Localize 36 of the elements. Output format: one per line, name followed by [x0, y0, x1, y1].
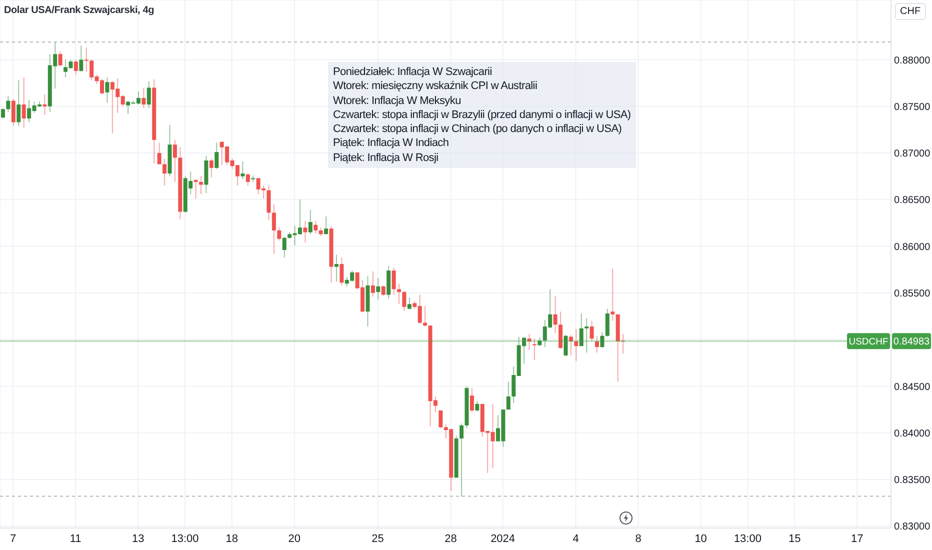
x-tick-label: 10 — [694, 532, 707, 545]
x-tick-label: 18 — [226, 532, 238, 545]
y-tick-label: 0.83000 — [894, 522, 931, 533]
y-tick-label: 0.83500 — [894, 475, 931, 486]
y-tick-label: 0.87000 — [894, 148, 931, 160]
y-tick-label: 0.87500 — [894, 102, 931, 113]
y-tick-label: 0.84500 — [894, 382, 931, 393]
y-tick-label: 0.88000 — [894, 55, 931, 66]
text: Dolar USA/Frank Szwajcarski, 4g — [4, 5, 154, 16]
x-tick-label: 17 — [851, 532, 864, 545]
annotation: Poniedziałek: Inflacja W Szwajcarii — [333, 65, 493, 80]
x-tick-label: 4 — [572, 532, 579, 545]
y-tick-label: 0.86000 — [894, 242, 931, 253]
x-tick-label: 25 — [372, 532, 384, 545]
annotation: Czwartek: stopa inflacji w Brazylii (przed danymi o inflacji w USA) — [333, 108, 631, 122]
y-tick-label: 0.84000 — [894, 428, 931, 440]
x-tick-label: 15 — [788, 532, 801, 545]
x-tick-label: 20 — [288, 532, 301, 545]
annotation: Piątek: Inflacja W Indiach — [333, 136, 450, 151]
x-tick-label: 13:00 — [734, 532, 762, 545]
x-tick-label: 8 — [635, 532, 642, 545]
x-tick-label: 2024 — [490, 532, 516, 545]
annotation: Piątek: Inflacja W Rosji — [333, 150, 440, 166]
x-tick-label: 13:00 — [171, 532, 199, 545]
x-tick-label: 7 — [10, 532, 16, 545]
x-tick-label: 13 — [132, 532, 144, 545]
annotation: 0.84983 — [893, 336, 930, 348]
x-tick-label: 28 — [444, 532, 457, 545]
ref-line-label: USDCHF — [848, 336, 888, 348]
annotation: Wtorek: Inflacja W Meksyku — [333, 94, 462, 108]
y-tick-label: 0.86500 — [894, 195, 931, 206]
x-tick-label: 11 — [70, 532, 82, 545]
annotation: Wtorek: miesięczny wskaźnik CPI w Australii — [333, 79, 538, 94]
y-axis-title: CHF — [895, 3, 926, 20]
y-tick-label: 0.85500 — [894, 288, 931, 300]
annotation: Czwartek: stopa inflacji w Chinach (po danych o inflacji w USA) — [333, 122, 623, 136]
